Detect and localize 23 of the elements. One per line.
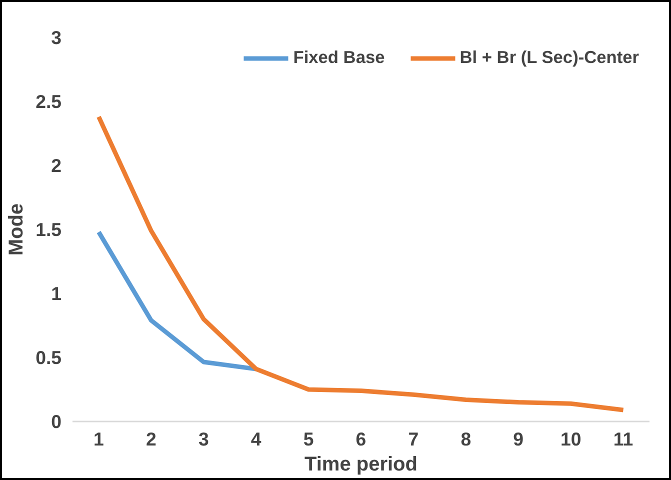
x-tick-label: 6 — [356, 428, 366, 450]
y-axis-title: Mode — [6, 203, 28, 256]
x-tick-label: 7 — [408, 428, 419, 450]
x-tick-label: 8 — [460, 428, 472, 450]
x-tick-label: 1 — [94, 428, 104, 450]
y-tick-label: 2 — [51, 155, 62, 176]
y-tick-label: 0.5 — [36, 347, 62, 368]
x-tick-label: 11 — [613, 428, 634, 450]
y-tick-label: 2.5 — [36, 91, 62, 112]
x-axis-title: Time period — [304, 454, 418, 476]
y-tick-label: 1 — [51, 283, 62, 304]
x-tick-label: 3 — [198, 428, 209, 450]
legend-label: Fixed Base — [293, 47, 385, 68]
y-tick-label: 0 — [51, 411, 62, 432]
legend-label: Bl + Br (L Sec)-Center — [460, 47, 639, 68]
y-tick-label: 1.5 — [36, 219, 62, 240]
x-tick-label: 9 — [513, 428, 524, 450]
y-tick-label: 3 — [51, 27, 62, 48]
x-tick-label: 4 — [250, 428, 262, 450]
x-tick-label: 5 — [303, 428, 314, 450]
x-tick-label: 2 — [146, 428, 156, 450]
x-tick-label: 10 — [560, 428, 582, 450]
line-series — [96, 114, 626, 412]
